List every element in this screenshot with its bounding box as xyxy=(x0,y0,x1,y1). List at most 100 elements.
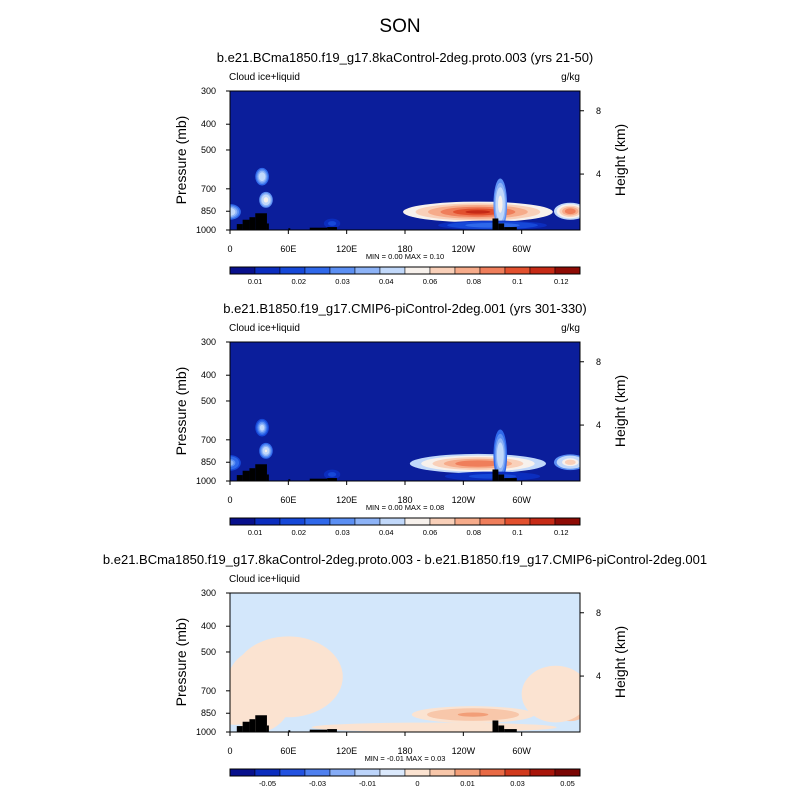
y-tick-label: 1000 xyxy=(196,727,216,737)
field-layer xyxy=(230,342,580,481)
colorbar: 0.01 0.02 0.03 0.04 0.06 0.08 0.1 0.12 xyxy=(229,517,581,537)
colorbar-tick-label: 0.02 xyxy=(291,277,306,286)
x-tick-label: 60E xyxy=(280,244,296,254)
terrain-block xyxy=(255,464,267,481)
terrain-block xyxy=(504,227,517,230)
x-tick-label: 0 xyxy=(227,746,232,756)
x-tick-label: 0 xyxy=(227,244,232,254)
terrain-block xyxy=(255,715,267,732)
contour-band xyxy=(457,712,489,717)
units-label: g/kg xyxy=(561,323,580,334)
y-tick-label: 500 xyxy=(201,145,216,155)
variable-label: Cloud ice+liquid xyxy=(229,72,300,83)
contour-band xyxy=(264,198,268,202)
colorbar-swatch xyxy=(479,266,506,275)
y-axis-label: Pressure (mb) xyxy=(173,116,189,205)
y-tick-label: 700 xyxy=(201,435,216,445)
y-tick-label: 400 xyxy=(201,119,216,129)
contour-band xyxy=(260,426,264,430)
heatmap-plot: 300 400 500 700 850 1000 4 8 0 60E 120E 180 120W 60W xyxy=(196,588,601,756)
colorbar-tick-label: 0.02 xyxy=(291,528,306,537)
terrain-block xyxy=(498,223,505,230)
y-tick-label: 300 xyxy=(201,588,216,598)
colorbar-swatch xyxy=(504,768,531,777)
colorbar-swatch xyxy=(479,517,506,526)
figure-title: SON xyxy=(379,16,420,37)
colorbar-swatch xyxy=(429,768,456,777)
min-max-label: MIN = 0.00 MAX = 0.10 xyxy=(366,252,444,261)
colorbar-tick-label: -0.03 xyxy=(309,779,326,788)
colorbar-frame xyxy=(229,266,581,275)
contour-band xyxy=(567,209,573,213)
y2-tick-label: 8 xyxy=(596,106,601,116)
units-label: g/kg xyxy=(561,72,580,83)
colorbar-swatch xyxy=(529,517,556,526)
contour-band xyxy=(567,460,573,464)
terrain-block xyxy=(236,475,243,481)
colorbar: 0.01 0.02 0.03 0.04 0.06 0.08 0.1 0.12 xyxy=(229,266,581,286)
terrain-block xyxy=(498,725,505,732)
colorbar-tick-label: 0.1 xyxy=(512,528,522,537)
terrain-block xyxy=(249,468,256,481)
colorbar-tick-label: 0.01 xyxy=(248,528,263,537)
colorbar-swatch xyxy=(229,517,256,526)
colorbar-swatch xyxy=(229,768,256,777)
y-tick-label: 1000 xyxy=(196,476,216,486)
min-max-label: MIN = 0.00 MAX = 0.08 xyxy=(366,503,444,512)
terrain-block xyxy=(327,478,337,481)
colorbar-tick-label: 0.01 xyxy=(460,779,475,788)
contour-band xyxy=(499,450,502,460)
panel-title: b.e21.BCma1850.f19_g17.8kaControl-2deg.p… xyxy=(217,50,594,65)
terrain-block xyxy=(249,217,256,230)
colorbar-swatch xyxy=(304,266,331,275)
y-tick-label: 400 xyxy=(201,621,216,631)
colorbar-tick-label: 0.06 xyxy=(423,528,438,537)
y2-axis-label: Height (km) xyxy=(612,626,628,698)
terrain-block xyxy=(242,219,250,230)
terrain-block xyxy=(504,729,517,732)
variable-label: Cloud ice+liquid xyxy=(229,574,300,585)
y-tick-label: 850 xyxy=(201,206,216,216)
colorbar-swatch xyxy=(379,517,406,526)
panel-picontrol: b.e21.B1850.f19_g17.CMIP6-piControl-2deg… xyxy=(173,301,628,537)
y-tick-label: 1000 xyxy=(196,225,216,235)
y-tick-label: 400 xyxy=(201,370,216,380)
colorbar-swatch xyxy=(379,266,406,275)
colorbar-tick-label: 0.03 xyxy=(510,779,525,788)
contour-band xyxy=(499,199,502,209)
y-tick-label: 300 xyxy=(201,337,216,347)
y-tick-label: 700 xyxy=(201,686,216,696)
colorbar-frame xyxy=(229,768,581,777)
colorbar-swatch xyxy=(279,266,306,275)
colorbar-swatch xyxy=(429,266,456,275)
colorbar-swatch xyxy=(329,768,356,777)
contour-band xyxy=(274,666,302,687)
x-tick-label: 120E xyxy=(336,244,357,254)
contour-band xyxy=(547,686,565,702)
field-layer xyxy=(230,91,580,230)
y-tick-label: 500 xyxy=(201,396,216,406)
x-tick-label: 180 xyxy=(397,244,412,254)
colorbar-swatch xyxy=(354,517,381,526)
panel-control-8ka: b.e21.BCma1850.f19_g17.8kaControl-2deg.p… xyxy=(173,50,628,286)
terrain-block xyxy=(309,729,328,732)
y2-tick-label: 8 xyxy=(596,608,601,618)
panel-title: b.e21.BCma1850.f19_g17.8kaControl-2deg.p… xyxy=(103,552,707,567)
field-layer xyxy=(230,593,580,732)
colorbar-tick-label: 0 xyxy=(415,779,419,788)
terrain-block xyxy=(492,469,499,481)
terrain-block xyxy=(492,218,499,230)
y2-tick-label: 4 xyxy=(596,671,601,681)
x-tick-label: 180 xyxy=(397,495,412,505)
colorbar-tick-label: 0.12 xyxy=(554,528,569,537)
colorbar-swatch xyxy=(254,517,281,526)
colorbar-swatch xyxy=(504,266,531,275)
colorbar-swatch xyxy=(404,768,431,777)
x-tick-label: 0 xyxy=(227,495,232,505)
terrain-block xyxy=(309,478,328,481)
y2-tick-label: 8 xyxy=(596,357,601,367)
terrain-block xyxy=(242,721,250,732)
y-tick-label: 700 xyxy=(201,184,216,194)
y-axis-label: Pressure (mb) xyxy=(173,618,189,707)
